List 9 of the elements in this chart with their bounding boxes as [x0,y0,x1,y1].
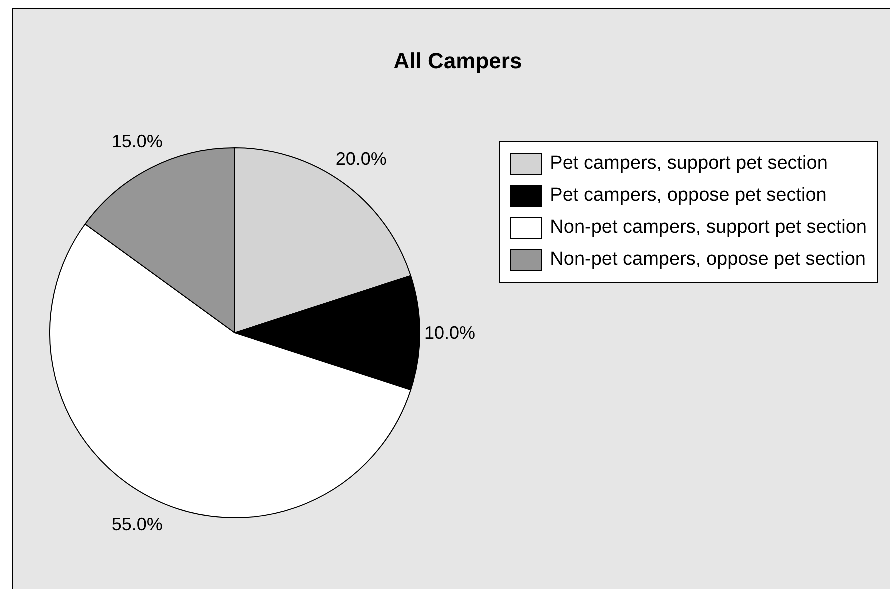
legend-label: Non-pet campers, oppose pet section [550,249,866,271]
data-label: 10.0% [424,323,476,343]
legend-label: Non-pet campers, support pet section [550,217,867,239]
legend-label: Pet campers, oppose pet section [550,185,827,207]
legend-label: Pet campers, support pet section [550,153,828,175]
data-label: 15.0% [112,131,163,152]
data-label: 20.0% [336,149,387,170]
chart-title: All Campers [394,48,522,74]
data-label: 55.0% [112,514,163,535]
